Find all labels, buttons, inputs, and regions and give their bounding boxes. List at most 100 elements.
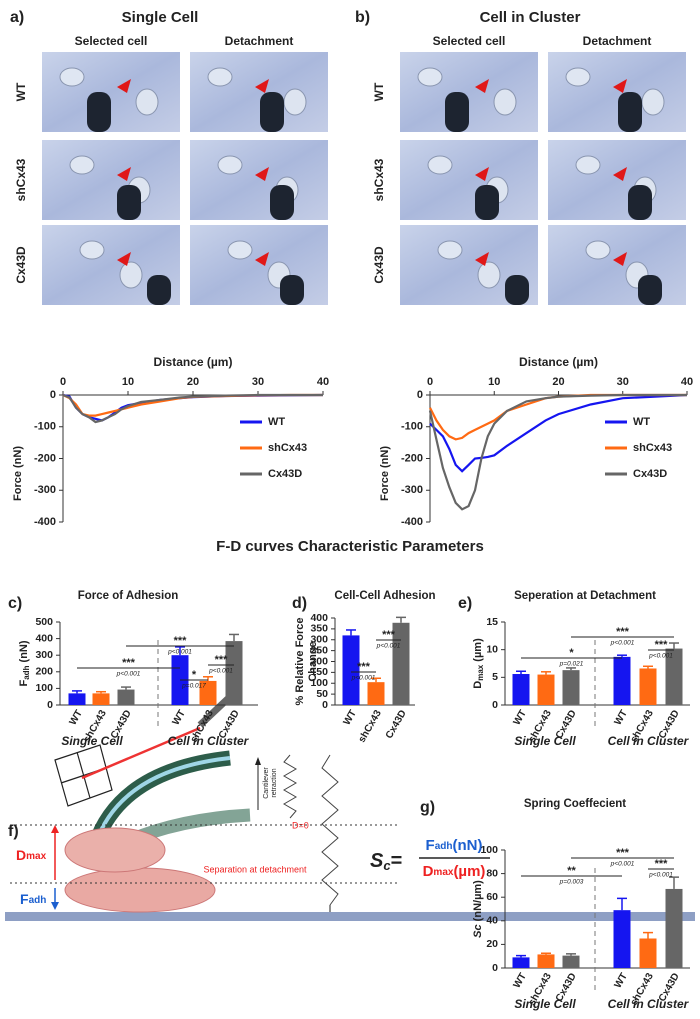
y-tick-label: 0: [417, 389, 423, 401]
bar: [225, 641, 243, 705]
arrowhead: [255, 757, 261, 765]
x-tick-label: WT: [171, 708, 188, 727]
num-sub: adh: [435, 841, 453, 852]
p-value: p<0.001: [610, 861, 635, 868]
arrow-marker: [613, 252, 627, 266]
arrow-marker: [255, 252, 269, 266]
bar: [562, 955, 580, 968]
y-label-unit: (nN): [18, 640, 30, 665]
row-label: WT: [14, 82, 28, 101]
cell: [64, 827, 166, 873]
x-tick-label: 20: [552, 376, 564, 388]
y-tick-label: 250: [310, 644, 328, 656]
arrow-marker: [255, 79, 269, 93]
cantilever-image: [280, 275, 304, 305]
cantilever-image: [87, 92, 111, 132]
p-value: p<0.001: [376, 643, 401, 650]
y-label-unit: (nN/µm): [472, 880, 484, 925]
cell-image: [59, 67, 85, 87]
num-unit: (nN): [452, 837, 482, 854]
group-label: Cell in Cluster: [168, 734, 250, 748]
cell-image: [283, 88, 307, 116]
arrow-marker: [117, 252, 131, 266]
significance-stars: ***: [357, 661, 371, 673]
panel-label: e): [458, 595, 472, 612]
y-tick-label: 300: [35, 649, 53, 661]
y-axis-label: % Relative Force: [294, 617, 306, 705]
arrow-marker: [475, 252, 489, 266]
p-value: p<0.001: [648, 653, 673, 660]
significance-stars: ***: [655, 639, 669, 651]
cell-image: [437, 240, 463, 260]
cell-image: [493, 88, 517, 116]
cantilever-image: [270, 185, 294, 220]
significance-stars: ***: [616, 626, 630, 638]
cell-image: [565, 67, 591, 87]
legend-label: WT: [268, 416, 285, 428]
bar: [537, 954, 555, 968]
x-tick-label: 10: [488, 376, 500, 388]
y-tick-label: 200: [35, 666, 53, 678]
cell-image: [477, 261, 501, 289]
significance-stars: *: [569, 647, 574, 659]
group-label: Cell in Cluster: [608, 734, 690, 748]
sc-sub: c: [383, 858, 391, 873]
fadh-label: Fadh: [20, 891, 46, 907]
cell-image: [417, 67, 443, 87]
significance-stars: ***: [382, 629, 396, 641]
cantilever-image: [117, 185, 141, 220]
cantilever-image: [638, 275, 662, 305]
cantilever-image: [445, 92, 469, 132]
y-tick-label: -200: [34, 452, 56, 464]
y-tick-label: 100: [35, 682, 53, 694]
x-tick-label: 40: [681, 376, 693, 388]
y-tick-label: 20: [486, 938, 498, 950]
bar: [342, 635, 360, 705]
y-axis-label: Change: [307, 641, 319, 681]
significance-stars: *: [192, 669, 197, 681]
data-line: [62, 393, 323, 424]
micrograph: [190, 140, 328, 220]
section-title: F-D curves Characteristic Parameters: [216, 538, 484, 555]
x-axis-label: Distance (µm): [519, 355, 598, 369]
x-tick-label: WT: [613, 708, 630, 727]
y-tick-label: -400: [401, 516, 423, 528]
micrograph: [42, 140, 180, 220]
equals: =: [391, 850, 403, 872]
p-value: p<0.001: [208, 668, 233, 675]
arrow-marker: [613, 79, 627, 93]
data-line: [428, 393, 687, 511]
group-label: Single Cell: [61, 734, 123, 748]
x-axis-label: Distance (µm): [154, 355, 233, 369]
legend-label: WT: [633, 416, 650, 428]
detector: [54, 744, 113, 807]
p-value: p<0.001: [116, 671, 141, 678]
fadh-sub: adh: [29, 895, 47, 906]
row-label: Cx43D: [14, 246, 28, 284]
chart-title: Cell-Cell Adhesion: [334, 590, 435, 602]
row-label: shCx43: [14, 158, 28, 201]
den-unit: (µm): [453, 863, 485, 880]
formula-lhs: Sc=: [370, 850, 402, 873]
p-value: p<0.001: [351, 675, 376, 682]
cell-image: [69, 155, 95, 175]
significance-stars: ***: [655, 858, 669, 870]
y-axis-label: Force (nN): [379, 446, 391, 501]
data-line: [429, 393, 688, 473]
y-tick-label: 0: [492, 699, 498, 711]
p-value: p=0.003: [559, 879, 584, 886]
cantilever-image: [505, 275, 529, 305]
bar: [512, 957, 530, 968]
cantilever-image: [475, 185, 499, 220]
cantilever-image: [260, 92, 284, 132]
y-tick-label: 0: [492, 962, 498, 974]
y-tick-label: 15: [486, 616, 498, 628]
bar: [639, 668, 657, 705]
cell-image: [427, 155, 453, 175]
y-tick-label: 350: [310, 623, 328, 635]
y-tick-label: 400: [35, 632, 53, 644]
y-label-sub: max: [476, 664, 485, 681]
micrograph: [400, 140, 538, 220]
x-tick-label: shCx43: [357, 708, 385, 745]
